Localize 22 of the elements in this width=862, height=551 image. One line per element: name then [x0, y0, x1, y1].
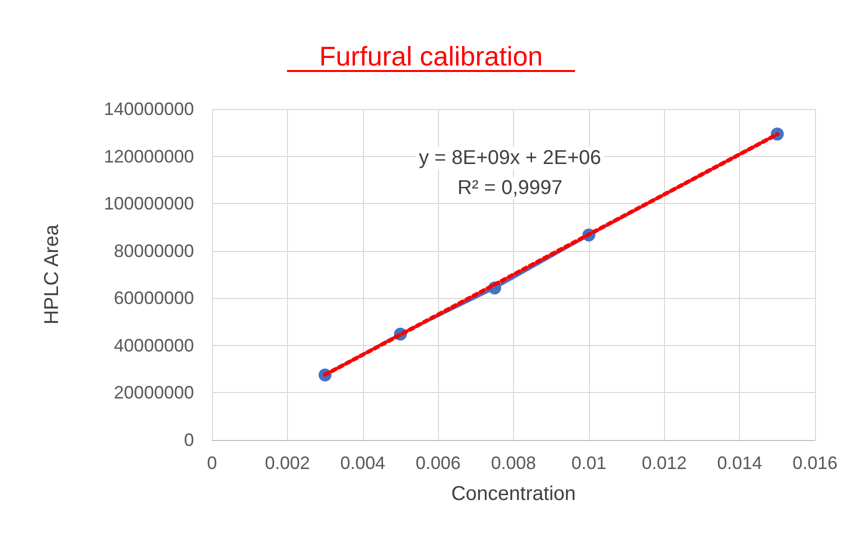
y-axis-title: HPLC Area [41, 224, 63, 325]
chart-title: Furfural calibration [319, 42, 543, 72]
x-tick-label: 0.006 [416, 453, 461, 473]
annotation: y = 8E+09x + 2E+06 [418, 147, 602, 169]
y-tick-label: 140000000 [104, 99, 194, 119]
annotation: R² = 0,9997 [457, 177, 563, 199]
y-tick-label: 80000000 [114, 240, 194, 261]
y-tick-label: 20000000 [114, 382, 194, 403]
y-tick-label: 60000000 [114, 288, 194, 308]
x-tick-label: 0.004 [340, 453, 386, 473]
y-tick-label: 0 [184, 430, 194, 450]
y-tick-label: 100000000 [104, 194, 194, 214]
x-axis-title: Concentration [451, 483, 576, 505]
x-tick-label: 0.002 [264, 453, 310, 473]
x-tick-label: 0.012 [642, 453, 687, 473]
y-tick-label: 120000000 [104, 146, 194, 166]
x-tick-label: 0.008 [490, 453, 536, 473]
x-tick-label: 0.01 [571, 453, 606, 473]
x-tick-label: 0.016 [792, 453, 838, 473]
y-tick-label: 40000000 [114, 335, 194, 356]
x-tick-label: 0 [206, 453, 218, 473]
x-tick-label: 0.014 [717, 453, 762, 473]
